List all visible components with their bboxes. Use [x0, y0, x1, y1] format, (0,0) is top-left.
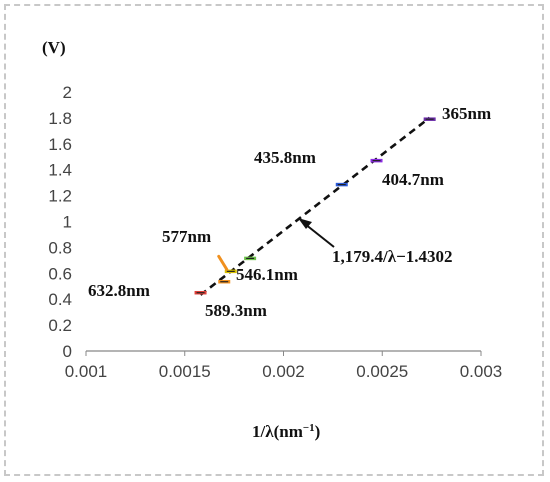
x-tick-label: 0.001 [65, 362, 108, 381]
x-axis-label-sup: −1 [303, 422, 315, 434]
y-tick-label: 0 [63, 342, 72, 361]
y-tick-label: 1.4 [48, 161, 72, 180]
y-tick-label: 0.6 [48, 264, 72, 283]
fit-equation: 1,179.4/λ−1.4302 [332, 247, 453, 266]
fit-line [199, 116, 431, 296]
x-tick-label: 0.0015 [159, 362, 211, 381]
x-axis-ticks: 0.001 0.0015 0.002 0.0025 0.003 [65, 351, 503, 381]
y-tick-label: 1.6 [48, 135, 72, 154]
fit-arrow-head [298, 218, 312, 229]
y-tick-label: 1.2 [48, 187, 72, 206]
y-tick-label: 0.2 [48, 316, 72, 335]
y-tick-label: 2 [63, 83, 72, 102]
x-axis-label: 1/λ(nm−1) [252, 422, 320, 441]
data-points [194, 117, 436, 295]
label-546nm: 546.1nm [236, 265, 298, 284]
y-axis-label: (V) [42, 38, 66, 57]
fit-arrow [304, 223, 335, 248]
x-tick-label: 0.002 [262, 362, 305, 381]
x-tick-label: 0.0025 [356, 362, 408, 381]
label-404nm: 404.7nm [382, 170, 444, 189]
label-435nm: 435.8nm [254, 148, 316, 167]
y-tick-label: 0.4 [48, 290, 72, 309]
y-tick-label: 0.8 [48, 238, 72, 257]
x-tick-label: 0.003 [460, 362, 503, 381]
y-tick-label: 1.8 [48, 109, 72, 128]
y-tick-label: 1 [63, 213, 72, 232]
label-632nm: 632.8nm [88, 281, 150, 300]
x-axis-label-base: 1/λ(nm [252, 422, 303, 441]
indicator-577nm [217, 254, 229, 271]
label-577nm: 577nm [162, 227, 211, 246]
y-axis-ticks: 0 0.2 0.4 0.6 0.8 1 1.2 1.4 1.6 1.8 2 [48, 83, 72, 361]
chart-frame [4, 4, 544, 476]
x-axis-label-close: ) [315, 422, 321, 441]
label-589nm: 589.3nm [205, 301, 267, 320]
label-365nm: 365nm [442, 104, 491, 123]
